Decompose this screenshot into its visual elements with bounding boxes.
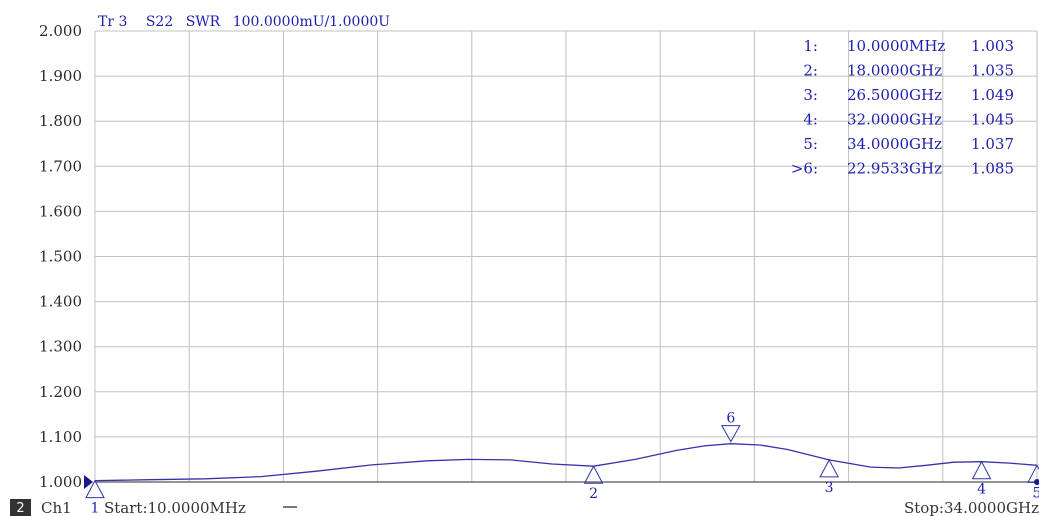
- marker-table-value: 1.045: [971, 111, 1014, 129]
- marker-table-frequency: 18.0000GHz: [847, 62, 942, 80]
- marker-1-label: 1: [91, 501, 100, 516]
- marker-4-label: 4: [977, 482, 986, 498]
- marker-table-frequency: 26.5000GHz: [847, 86, 942, 104]
- trace-markers: 1 2 3 4 5 6: [85, 411, 1039, 516]
- y-tick-label: 1.800: [39, 112, 82, 130]
- channel-box-label: 2: [16, 501, 24, 516]
- marker-3-triangle[interactable]: [819, 458, 839, 478]
- stop-frequency[interactable]: Stop:34.0000GHz: [904, 499, 1039, 516]
- reference-level-arrow: [84, 475, 93, 489]
- marker-table-id[interactable]: 5:: [803, 135, 818, 153]
- y-tick-label: 1.200: [39, 383, 82, 401]
- marker-3-label: 3: [825, 480, 834, 496]
- y-tick-label: 1.000: [39, 473, 82, 491]
- marker-table-value: 1.085: [971, 160, 1014, 178]
- marker-table-frequency: 34.0000GHz: [847, 135, 942, 153]
- marker-table-id[interactable]: >6:: [791, 160, 818, 178]
- y-tick-label: 2.000: [39, 22, 82, 40]
- marker-1-triangle[interactable]: [85, 479, 105, 499]
- marker-table-value: 1.035: [971, 62, 1014, 80]
- marker-table-id[interactable]: 2:: [803, 62, 818, 80]
- marker-table-value: 1.037: [971, 135, 1014, 153]
- y-tick-label: 1.400: [39, 293, 82, 311]
- y-tick-label: 1.100: [39, 428, 82, 446]
- y-tick-label: 1.700: [39, 157, 82, 175]
- y-tick-label: 1.500: [39, 248, 82, 266]
- trace-end-dot: [1034, 479, 1039, 485]
- marker-table-frequency: 10.0000MHz: [847, 37, 945, 55]
- trace-parameter: S22: [146, 14, 173, 30]
- marker-5-label: 5: [1033, 485, 1039, 501]
- y-tick-label: 1.900: [39, 67, 82, 85]
- marker-2-label: 2: [589, 486, 598, 502]
- marker-table-value: 1.003: [971, 37, 1014, 55]
- marker-2-triangle[interactable]: [583, 465, 604, 484]
- marker-table-value: 1.049: [971, 86, 1014, 104]
- marker-table-frequency: 32.0000GHz: [847, 111, 942, 129]
- marker-table-id[interactable]: 4:: [803, 111, 818, 129]
- marker-table: 1: 10.0000MHz 1.003 2: 18.0000GHz 1.035 3: 26.5…: [791, 37, 1014, 178]
- y-tick-label: 1.300: [39, 338, 82, 356]
- y-axis-ticks: 2.000 1.900 1.800 1.700 1.600 1.500 1.400 1.300…: [39, 22, 82, 491]
- start-frequency[interactable]: Start:10.0000MHz: [104, 499, 246, 516]
- trace-scale: 100.0000mU/1.0000U: [233, 14, 391, 30]
- marker-6-triangle[interactable]: [720, 425, 741, 443]
- chart-grid: [94, 30, 1038, 483]
- trace-title[interactable]: Tr 3 S22 SWR 100.0000mU/1.0000U: [98, 14, 390, 30]
- marker-6-label: 6: [726, 411, 735, 427]
- marker-table-id[interactable]: 3:: [803, 86, 818, 104]
- y-tick-label: 1.600: [39, 202, 82, 220]
- footer: 2 Ch1 Start:10.0000MHz Stop:34.0000GHz: [10, 499, 1039, 516]
- trace-line: [94, 443, 1038, 482]
- channel-box[interactable]: [10, 499, 31, 516]
- trace-format: SWR: [186, 14, 221, 30]
- trace-number: Tr 3: [98, 14, 127, 30]
- channel-label[interactable]: Ch1: [41, 499, 72, 516]
- marker-table-frequency: 22.9533GHz: [847, 160, 942, 178]
- marker-4-triangle[interactable]: [971, 460, 992, 480]
- marker-table-id[interactable]: 1:: [803, 37, 818, 55]
